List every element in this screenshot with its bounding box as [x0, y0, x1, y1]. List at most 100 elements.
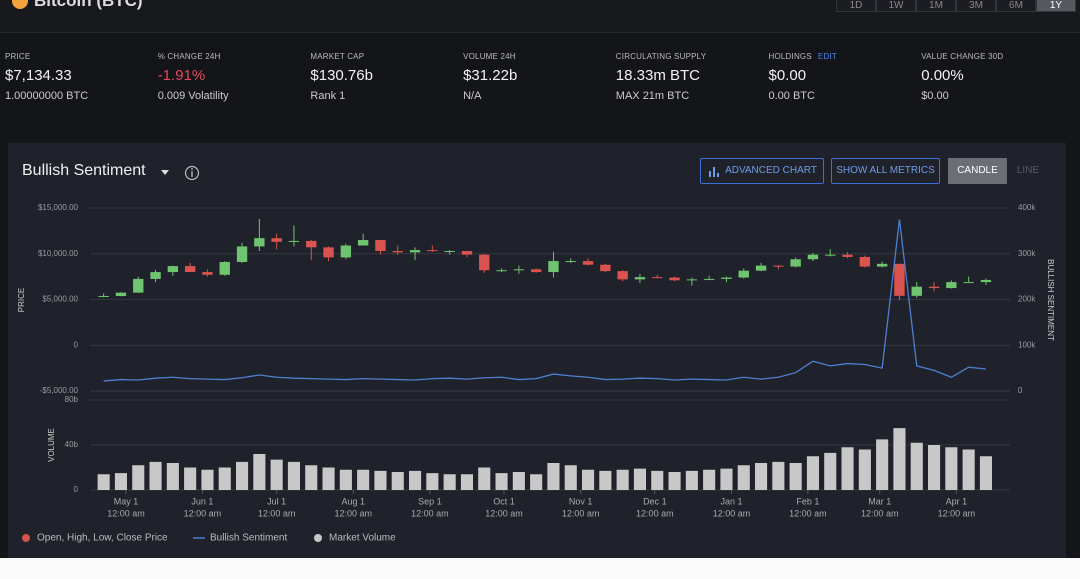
- candle-body: [409, 250, 421, 253]
- y-tick-label: $10,000.00: [38, 249, 79, 258]
- candle-body: [98, 296, 109, 298]
- x-tick-time: 12:00 am: [636, 508, 674, 518]
- y2-tick-label: 300k: [1018, 249, 1036, 258]
- volume-bar: [322, 467, 335, 490]
- y2-tick-label: 0: [1018, 386, 1023, 395]
- volume-bar: [581, 469, 595, 490]
- candle-body: [773, 265, 784, 267]
- candle-body: [807, 254, 819, 260]
- panel-button[interactable]: ADVANCED CHART: [700, 158, 824, 184]
- volume-bar: [460, 474, 474, 490]
- candle-body: [946, 282, 957, 289]
- x-tick-label: Oct 1: [493, 496, 515, 506]
- x-tick-label: Jul 1: [267, 496, 286, 506]
- edit-link[interactable]: EDIT: [817, 52, 837, 61]
- y-tick-label: $5,000.00: [42, 295, 78, 304]
- candle-body: [911, 286, 922, 296]
- x-tick-label: Jun 1: [191, 496, 213, 506]
- legend-swatch: [22, 534, 30, 542]
- x-tick-time: 12:00 am: [107, 508, 145, 518]
- x-tick-label: Mar 1: [868, 496, 891, 506]
- candle-body: [236, 246, 248, 262]
- volume-bar: [478, 467, 491, 490]
- range-button[interactable]: 1D: [836, 0, 876, 12]
- range-button[interactable]: 1Y: [1036, 0, 1076, 12]
- sentiment-line: [103, 219, 987, 382]
- volume-bar: [979, 456, 993, 490]
- candle-body: [219, 261, 230, 275]
- volume-bar: [754, 463, 768, 490]
- stat: % CHANGE 24H -1.91% 0.009 Volatility: [158, 52, 308, 102]
- volume-bar: [772, 461, 785, 490]
- candle-body: [271, 238, 282, 242]
- y-axis-title: VOLUME: [47, 428, 56, 462]
- volume-bar: [443, 474, 456, 490]
- legend-label: Open, High, Low, Close Price: [37, 533, 168, 544]
- coin-icon: [12, 0, 28, 9]
- info-icon[interactable]: [184, 165, 200, 181]
- stat: CIRCULATING SUPPLY 18.33m BTC MAX 21m BTC: [616, 52, 766, 102]
- x-tick-label: Jan 1: [720, 496, 742, 506]
- range-button[interactable]: 3M: [956, 0, 996, 12]
- y-tick-label: $15,000.00: [38, 203, 79, 212]
- range-button[interactable]: 1M: [916, 0, 956, 12]
- stat-value: -1.91%: [157, 67, 206, 84]
- volume-bar: [270, 459, 283, 490]
- volume-bar: [166, 463, 179, 490]
- candle-body: [565, 261, 576, 263]
- x-tick-time: 12:00 am: [861, 508, 899, 518]
- x-tick-time: 12:00 am: [258, 508, 296, 518]
- candle-body: [842, 254, 853, 257]
- chart-icon: [713, 167, 715, 177]
- stat-value: $130.76b: [310, 67, 373, 84]
- x-tick-time: 12:00 am: [562, 508, 600, 518]
- volume-bar: [633, 468, 647, 490]
- legend-label: Market Volume: [329, 533, 396, 544]
- stat-label: HOLDINGS EDIT: [768, 52, 837, 61]
- candle-body: [634, 277, 646, 280]
- range-button[interactable]: 1W: [876, 0, 916, 12]
- candle-body: [357, 240, 369, 246]
- volume-bar: [651, 470, 664, 490]
- x-tick-time: 12:00 am: [335, 508, 373, 518]
- stat-value: $7,134.33: [5, 67, 72, 84]
- stat: MARKET CAP $130.76b Rank 1: [310, 52, 460, 102]
- volume-bar: [512, 472, 525, 490]
- mode-button[interactable]: CANDLE: [948, 158, 1007, 184]
- candle-body: [963, 282, 974, 284]
- volume-bar: [910, 442, 923, 490]
- candle-body: [184, 266, 196, 273]
- stat-label: VALUE CHANGE 30D: [921, 52, 1004, 61]
- candle-body: [323, 247, 334, 258]
- mode-button[interactable]: LINE: [1016, 165, 1040, 176]
- dropdown-caret[interactable]: [161, 170, 169, 175]
- candle-body: [392, 251, 403, 253]
- x-tick-time: 12:00 am: [713, 508, 751, 518]
- volume-bar: [408, 470, 422, 490]
- volume-bar: [876, 439, 889, 490]
- volume-bar: [357, 469, 370, 490]
- candle-body: [686, 279, 698, 281]
- stat: PRICE $7,134.33 1.00000000 BTC: [5, 52, 155, 102]
- candle-body: [617, 271, 628, 280]
- top-bar: Bitcoin (BTC) 1D 1W 1M 3M 6M 1Y: [0, 0, 1080, 33]
- range-button[interactable]: 6M: [996, 0, 1036, 12]
- panel-button[interactable]: SHOW ALL METRICS: [831, 158, 940, 184]
- y2-tick-label: 400k: [1018, 203, 1036, 212]
- candle-body: [530, 269, 542, 273]
- x-tick-label: Feb 1: [796, 496, 819, 506]
- volume-bar: [824, 452, 837, 490]
- candle-body: [738, 270, 749, 278]
- stat: VALUE CHANGE 30D 0.00% $0.00: [921, 52, 1071, 102]
- volume-bar: [841, 447, 854, 490]
- candle-body: [652, 277, 663, 279]
- metric-selector[interactable]: Bullish Sentiment: [22, 162, 146, 179]
- candle-body: [859, 256, 871, 267]
- x-tick-time: 12:00 am: [184, 508, 222, 518]
- stat-sub: 1.00000000 BTC: [5, 90, 89, 102]
- candle-body: [513, 269, 525, 271]
- candle-body: [479, 254, 490, 271]
- volume-bar: [391, 472, 404, 490]
- candle-body: [721, 277, 732, 279]
- volume-bar: [668, 472, 681, 490]
